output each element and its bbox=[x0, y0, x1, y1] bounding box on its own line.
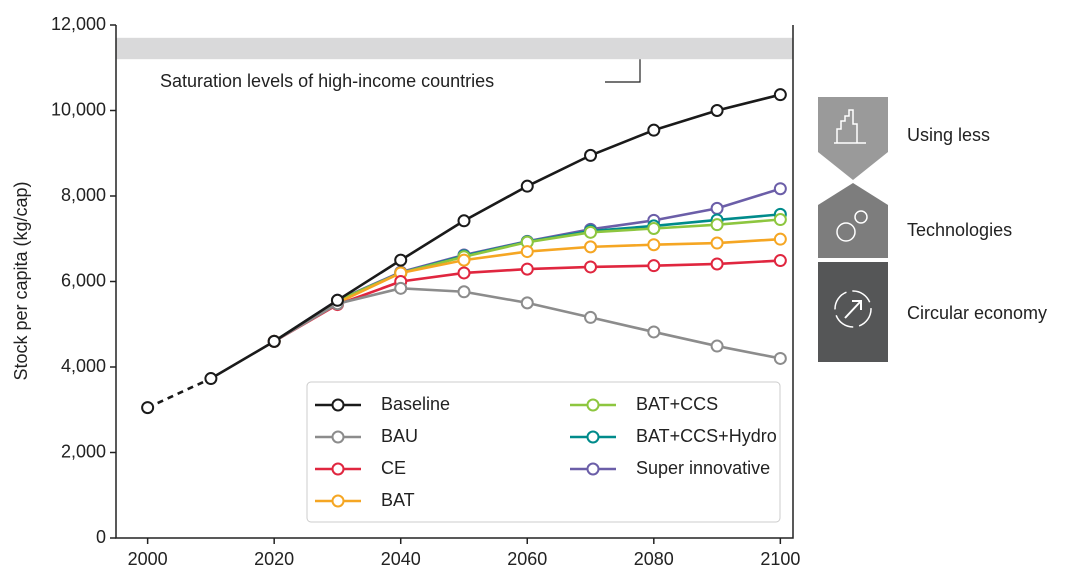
point bbox=[647, 259, 661, 273]
legend-marker bbox=[331, 494, 345, 508]
gear-icon bbox=[836, 222, 856, 242]
series-line bbox=[273, 213, 781, 343]
legend-marker bbox=[331, 398, 345, 412]
strategy-label: Technologies bbox=[907, 220, 1012, 240]
y-tick-label: 6,000 bbox=[61, 270, 106, 290]
x-tick-label: 2100 bbox=[760, 549, 800, 569]
point bbox=[773, 88, 787, 102]
x-tick-label: 2040 bbox=[381, 549, 421, 569]
legend-marker bbox=[586, 398, 600, 412]
point bbox=[710, 236, 724, 250]
y-tick-label: 2,000 bbox=[61, 441, 106, 461]
legend-label: Super innovative bbox=[636, 458, 770, 478]
point bbox=[647, 325, 661, 339]
gear-icon bbox=[854, 210, 868, 224]
point bbox=[204, 372, 218, 386]
legend-label: CE bbox=[381, 458, 406, 478]
technologies-box bbox=[818, 183, 888, 258]
legend-marker bbox=[331, 430, 345, 444]
city-icon bbox=[834, 109, 866, 144]
strategy-label: Circular economy bbox=[907, 303, 1047, 323]
strategy-label: Using less bbox=[907, 125, 990, 145]
point bbox=[520, 245, 534, 259]
point bbox=[520, 296, 534, 310]
annotation: Saturation levels of high-income countri… bbox=[160, 71, 494, 91]
arrow-icon bbox=[844, 300, 862, 319]
legend-marker bbox=[331, 462, 345, 476]
point bbox=[710, 218, 724, 232]
legend-label: BAU bbox=[381, 426, 418, 446]
point bbox=[457, 214, 471, 228]
y-tick-label: 12,000 bbox=[51, 14, 106, 34]
strategy-panel: Using less Technologies Circular economy bbox=[818, 97, 1047, 362]
legend-label: Baseline bbox=[381, 394, 450, 414]
point bbox=[773, 182, 787, 196]
point bbox=[394, 253, 408, 267]
y-tick-label: 4,000 bbox=[61, 356, 106, 376]
x-tick-label: 2060 bbox=[507, 549, 547, 569]
legend-box bbox=[306, 381, 781, 523]
point bbox=[457, 285, 471, 299]
series-line bbox=[147, 377, 212, 409]
point bbox=[584, 148, 598, 162]
point bbox=[584, 310, 598, 324]
x-tick-label: 2020 bbox=[254, 549, 294, 569]
point bbox=[584, 225, 598, 239]
legend-marker bbox=[586, 462, 600, 476]
point bbox=[710, 201, 724, 215]
point bbox=[710, 339, 724, 353]
point bbox=[773, 232, 787, 246]
point bbox=[457, 253, 471, 267]
y-tick-label: 10,000 bbox=[51, 99, 106, 119]
legend-label: BAT+CCS+Hydro bbox=[636, 426, 777, 446]
legend-marker bbox=[586, 430, 600, 444]
annotation-leader bbox=[605, 59, 641, 83]
plot: Saturation levels of high-income countri… bbox=[51, 14, 800, 569]
point bbox=[710, 257, 724, 271]
point bbox=[520, 179, 534, 193]
point bbox=[584, 240, 598, 254]
point bbox=[773, 213, 787, 227]
point bbox=[394, 281, 408, 295]
point bbox=[457, 266, 471, 280]
point bbox=[267, 334, 281, 348]
point bbox=[647, 238, 661, 252]
y-axis-label: Stock per capita (kg/cap) bbox=[11, 181, 31, 380]
point bbox=[330, 293, 344, 307]
y-tick-label: 8,000 bbox=[61, 185, 106, 205]
point bbox=[141, 401, 155, 415]
point bbox=[647, 123, 661, 137]
circular-economy-box bbox=[818, 262, 888, 362]
cycle-icon bbox=[834, 290, 872, 328]
saturation-band bbox=[116, 37, 793, 60]
legend-label: BAT+CCS bbox=[636, 394, 718, 414]
point bbox=[647, 221, 661, 235]
point bbox=[773, 351, 787, 365]
legend-label: BAT bbox=[381, 490, 415, 510]
y-tick-label: 0 bbox=[96, 527, 106, 547]
series-line bbox=[210, 93, 781, 380]
point bbox=[520, 262, 534, 276]
point bbox=[710, 104, 724, 117]
x-tick-label: 2000 bbox=[128, 549, 168, 569]
point bbox=[773, 254, 787, 268]
using-less-box bbox=[818, 97, 888, 180]
point bbox=[584, 260, 598, 274]
x-tick-label: 2080 bbox=[634, 549, 674, 569]
legend: Baseline BAU CE BAT BAT+CCS BAT+CCS+Hydro Supe… bbox=[306, 381, 781, 523]
